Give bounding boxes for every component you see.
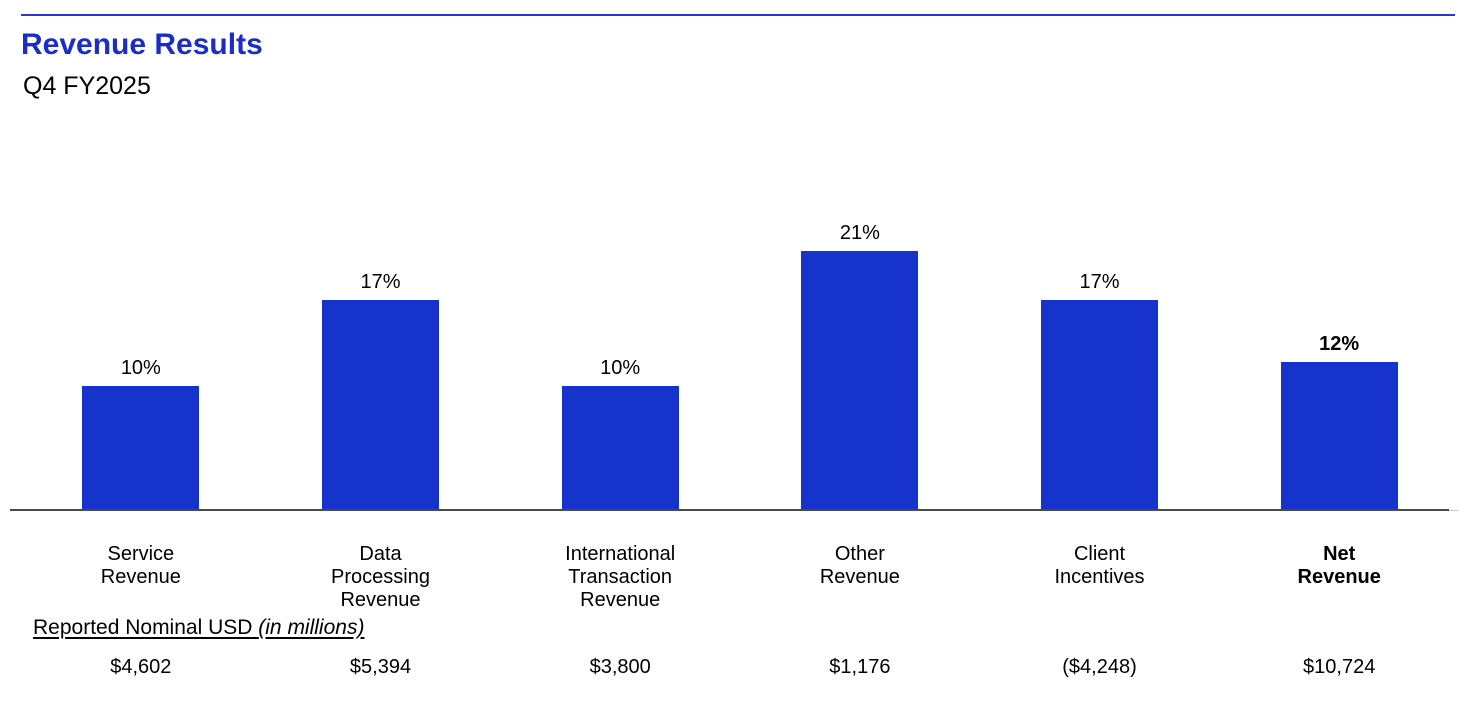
- x-axis-tail: [1449, 510, 1459, 511]
- bar-percent-label: 17%: [1079, 271, 1120, 293]
- bar-column: 17%: [261, 0, 501, 510]
- usd-value: $10,724: [1303, 656, 1376, 678]
- category-labels-row: Service Revenue Data Processing Revenue In…: [21, 543, 1459, 612]
- category-label: Data Processing Revenue: [331, 543, 430, 611]
- bar: [561, 386, 679, 510]
- units-note-text: Reported Nominal USD: [33, 616, 259, 639]
- category-label: Client Incentives: [1054, 543, 1145, 588]
- values-row: $4,602 $5,394 $3,800 $1,176 ($4,248) $10,724: [21, 656, 1459, 679]
- units-note-italic: (in millions): [258, 616, 365, 639]
- bar-percent-label: 21%: [839, 222, 880, 244]
- usd-value: ($4,248): [1062, 656, 1137, 678]
- usd-value: $5,394: [349, 656, 412, 678]
- page-title: Revenue Results: [21, 28, 263, 61]
- bar-percent-label: 10%: [120, 357, 161, 379]
- bar-percent-label: 12%: [1319, 333, 1360, 355]
- bar: [801, 251, 919, 510]
- x-axis-line: [10, 509, 1449, 511]
- usd-value: $4,602: [110, 656, 172, 678]
- bar-column: 17%: [980, 0, 1220, 510]
- bar-column: 10%: [21, 0, 261, 510]
- bar-percent-label: 10%: [600, 357, 641, 379]
- bar-column: 12%: [1219, 0, 1459, 510]
- header-rule: [21, 14, 1455, 16]
- page-subtitle: Q4 FY2025: [23, 72, 151, 100]
- usd-value: $3,800: [589, 656, 651, 678]
- usd-value: $1,176: [829, 656, 891, 678]
- bar-percent-label: 17%: [360, 271, 401, 293]
- bar-column: 10%: [500, 0, 740, 510]
- units-note: Reported Nominal USD (in millions): [33, 616, 364, 640]
- bar: [1041, 300, 1159, 510]
- category-label: Net Revenue: [1297, 543, 1381, 588]
- bar: [322, 300, 439, 510]
- bar-column: 21%: [740, 0, 980, 510]
- category-label: Service Revenue: [100, 543, 181, 588]
- bar: [82, 386, 200, 510]
- bar: [1280, 362, 1398, 510]
- category-label: International Transaction Revenue: [565, 543, 676, 611]
- bars-row: 10% 17% 10% 21% 17% 12%: [21, 0, 1459, 510]
- category-label: Other Revenue: [819, 543, 900, 588]
